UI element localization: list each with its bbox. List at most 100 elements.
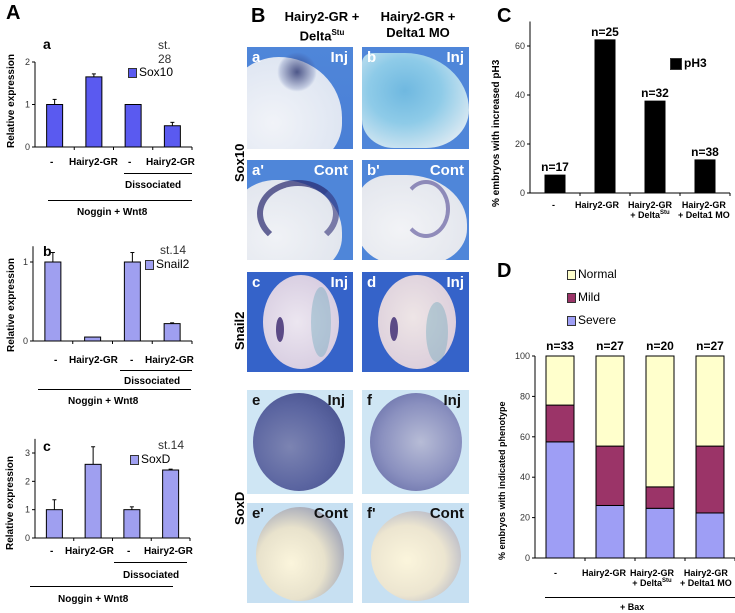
x-tick-label-delta1-mo: Hairy2-GR + Delta1 MO <box>680 568 732 588</box>
chart-a: 0 1 2 <box>25 57 193 152</box>
image-label: e' <box>252 505 264 522</box>
legend-swatch <box>145 259 154 270</box>
x-tick-label: - <box>54 355 58 366</box>
x-tick-label-line: + Delta1 MO <box>678 210 730 220</box>
bar-segment-mild <box>545 404 575 443</box>
embryo-shape <box>253 393 345 491</box>
embryo-image-f: f Inj <box>362 390 469 494</box>
embryo-image-a-prime: a' Cont <box>247 160 353 260</box>
embryo-image-f-prime: f' Cont <box>362 503 469 603</box>
stain-region <box>426 302 448 362</box>
embryo-shape <box>256 507 344 601</box>
stain-region <box>277 52 317 92</box>
y-tick-label: 0 <box>23 336 28 346</box>
image-label: c <box>252 274 261 291</box>
legend-label: Sox10 <box>139 65 174 79</box>
legend: Snail2 <box>145 257 189 271</box>
legend-severe: Severe <box>567 313 616 327</box>
y-tick-label: 0 <box>25 533 30 543</box>
x-tick-label-line: + DeltaStu <box>630 578 674 588</box>
stain-region <box>390 317 398 341</box>
group-label-noggin-wnt8: Noggin + Wnt8 <box>77 207 148 218</box>
y-tick-label: 80 <box>520 391 530 401</box>
group-label-noggin-wnt8: Noggin + Wnt8 <box>58 594 129 605</box>
panel-letter-b: B <box>251 5 266 27</box>
column-header-line: Hairy2-GR + <box>284 9 360 24</box>
y-tick-label: 100 <box>515 351 530 361</box>
panel-letter-a: A <box>6 2 21 24</box>
superscript: Stu <box>662 578 672 584</box>
legend-swatch <box>128 67 137 78</box>
bar-segment-normal <box>545 355 575 406</box>
superscript: Stu <box>331 28 345 37</box>
embryo-image-b-prime: b' Cont <box>362 160 469 260</box>
image-label: b' <box>367 162 380 179</box>
column-header-delta-stu: Hairy2-GR + DeltaStu <box>272 9 372 44</box>
image-tag: Inj <box>330 274 349 291</box>
y-tick-label: 0 <box>520 188 525 198</box>
image-tag: Inj <box>330 49 349 66</box>
x-tick-label-line: Hairy2-GR <box>628 200 673 210</box>
x-tick-label-text: + Delta <box>632 578 663 588</box>
panel-letter-c: C <box>497 5 512 27</box>
x-tick-label-line: + DeltaStu <box>628 210 672 220</box>
group-label-bax: + Bax <box>620 602 645 612</box>
panel-letter-d: D <box>497 260 512 282</box>
bar-segment-normal <box>595 355 625 447</box>
embryo-image-e-prime: e' Cont <box>247 503 353 603</box>
x-tick-label: Hairy2-GR <box>144 546 193 557</box>
x-tick-label: - <box>130 355 134 366</box>
superscript: Stu <box>660 210 670 216</box>
x-tick-label: Hairy2-GR <box>69 355 118 366</box>
image-tag: Inj <box>446 49 465 66</box>
x-tick-label: - <box>554 568 557 578</box>
group-line <box>30 586 173 587</box>
legend-swatch <box>567 292 576 303</box>
bar-segment-mild <box>595 445 625 506</box>
y-tick-label: 2 <box>25 57 30 67</box>
subpanel-letter: b <box>43 243 52 259</box>
embryo-image-b: b Inj <box>362 47 469 149</box>
stage-label: st. 28 <box>158 38 172 66</box>
y-tick-label: 60 <box>515 41 525 51</box>
x-tick-label: Hairy2-GR <box>145 355 194 366</box>
n-annotation: n=25 <box>591 25 619 39</box>
stain-region <box>276 317 284 342</box>
legend-label: pH3 <box>684 56 707 70</box>
bar-segment-mild <box>695 445 725 514</box>
n-annotation: n=27 <box>596 339 624 353</box>
image-tag: Inj <box>327 392 346 409</box>
embryo-image-d: d Inj <box>362 272 469 372</box>
image-tag: Cont <box>429 505 464 522</box>
y-tick-label: 40 <box>520 472 530 482</box>
stain-region <box>257 180 339 247</box>
subpanel-letter: a <box>43 36 51 52</box>
x-tick-label: Hairy2-GR <box>582 568 627 578</box>
stain-region <box>311 287 331 357</box>
x-tick-label-line: Hairy2-GR <box>681 200 726 210</box>
stain-region <box>402 180 450 238</box>
column-header-line: Delta1 MO <box>386 25 450 40</box>
embryo-image-e: e Inj <box>247 390 353 494</box>
group-line <box>114 562 187 563</box>
image-label: a' <box>252 162 264 179</box>
group-label-dissociated: Dissociated <box>124 376 181 387</box>
bar-segment-severe <box>595 504 625 559</box>
chart-c: 0 1 2 3 <box>25 438 191 543</box>
x-tick-label-delta1-mo: Hairy2-GR + Delta1 MO <box>678 200 730 220</box>
legend-label: Mild <box>578 290 601 304</box>
legend-label: SoxD <box>141 452 171 466</box>
chart-b: 01 <box>23 246 193 346</box>
embryo-image-a: a Inj <box>247 47 353 149</box>
group-label-noggin-wnt8: Noggin + Wnt8 <box>68 396 139 407</box>
n-annotation: n=20 <box>646 339 674 353</box>
column-header-text: Delta <box>299 28 332 44</box>
y-tick-label: 1 <box>25 505 30 515</box>
x-tick-label: - <box>127 546 131 557</box>
x-tick-label: Hairy2-GR <box>69 157 118 168</box>
embryo-shape <box>263 275 339 369</box>
image-tag: Cont <box>313 505 348 522</box>
image-tag: Inj <box>446 274 465 291</box>
bar-segment-normal <box>695 355 725 447</box>
